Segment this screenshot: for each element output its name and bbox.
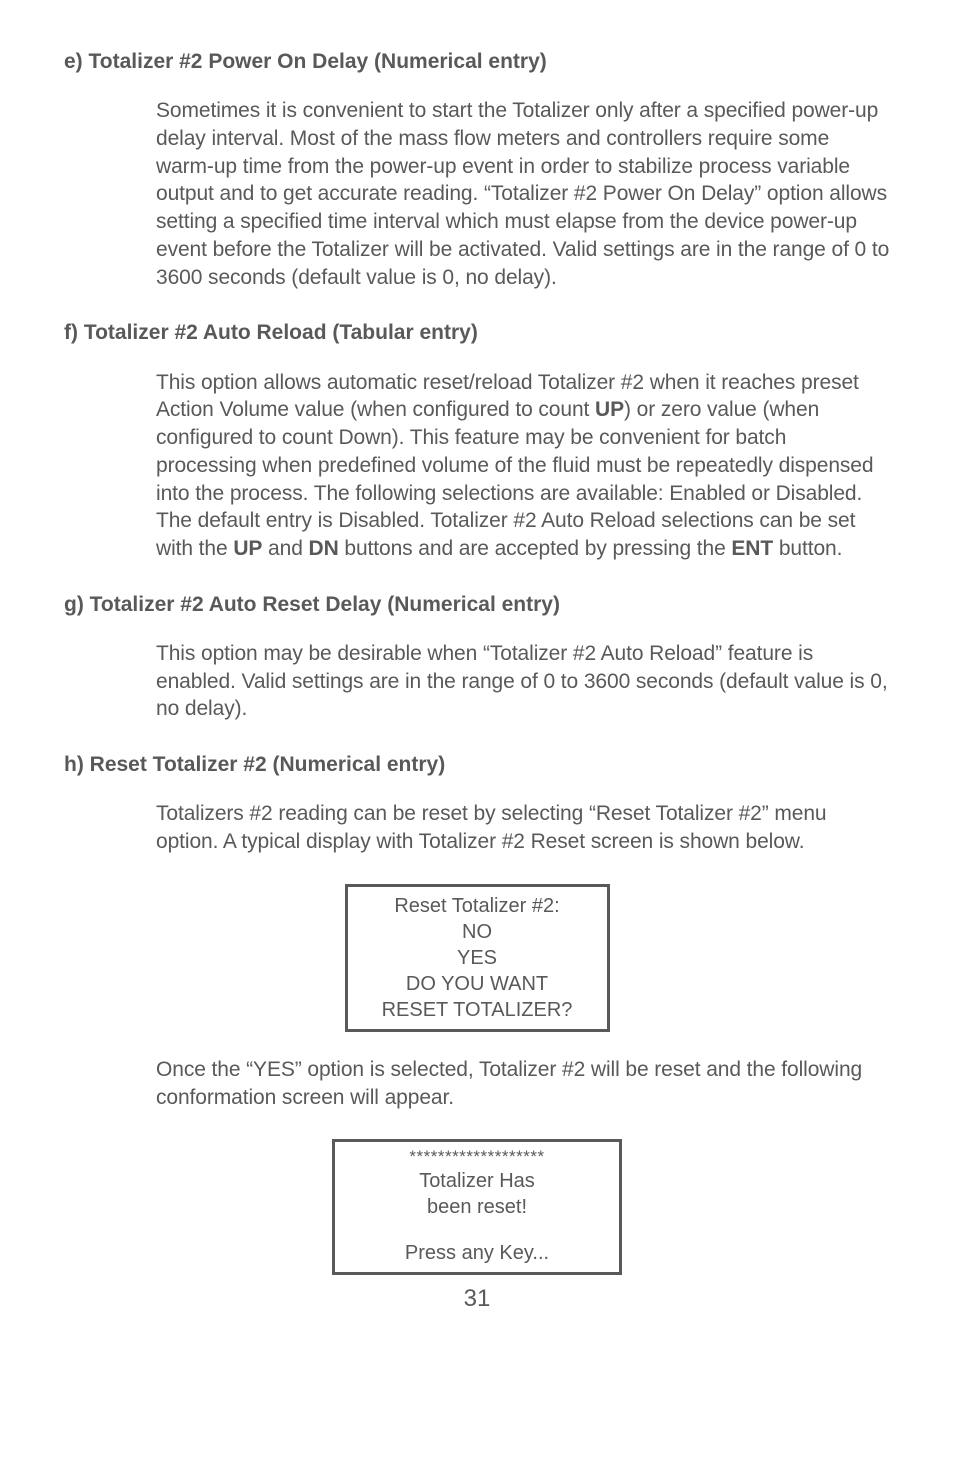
para-e: Sometimes it is convenient to start the … [156, 97, 890, 291]
display1-line1: Reset Totalizer #2: [356, 893, 599, 919]
heading-e: e) Totalizer #2 Power On Delay (Numerica… [64, 48, 890, 75]
heading-g: g) Totalizer #2 Auto Reset Delay (Numeri… [64, 591, 890, 618]
heading-f: f) Totalizer #2 Auto Reload (Tabular ent… [64, 319, 890, 346]
para-h1: Totalizers #2 reading can be reset by se… [156, 800, 890, 855]
para-f-up: UP [595, 398, 624, 421]
para-f-and: and [262, 537, 308, 560]
para-f: This option allows automatic reset/reloa… [156, 369, 890, 563]
display2-line4: Press any Key... [343, 1240, 611, 1266]
display1-line2: NO [356, 919, 599, 945]
page-number: 31 [64, 1285, 890, 1313]
para-f-mid1: ) or zero value (when configured to coun… [156, 398, 873, 560]
para-g: This option may be desirable when “Total… [156, 640, 890, 723]
display2-line1: ******************* [343, 1146, 611, 1168]
para-f-ent: ENT [731, 537, 773, 560]
heading-h: h) Reset Totalizer #2 (Numerical entry) [64, 751, 890, 778]
para-f-mid2: buttons and are accepted by pressing the [339, 537, 732, 560]
display-reset-totalizer: Reset Totalizer #2: NO YES DO YOU WANT R… [345, 884, 610, 1032]
para-f-post: button. [773, 537, 842, 560]
display1-line4: DO YOU WANT [356, 971, 599, 997]
display1-line5: RESET TOTALIZER? [356, 997, 599, 1023]
display2-line2: Totalizer Has [343, 1168, 611, 1194]
para-f-up2: UP [233, 537, 262, 560]
display1-line3: YES [356, 945, 599, 971]
display2-line3: been reset! [343, 1194, 611, 1220]
display-confirmation: ******************* Totalizer Has been r… [332, 1139, 622, 1275]
para-h2: Once the “YES” option is selected, Total… [156, 1056, 890, 1111]
para-f-dn: DN [309, 537, 339, 560]
display2-gap [343, 1220, 611, 1240]
